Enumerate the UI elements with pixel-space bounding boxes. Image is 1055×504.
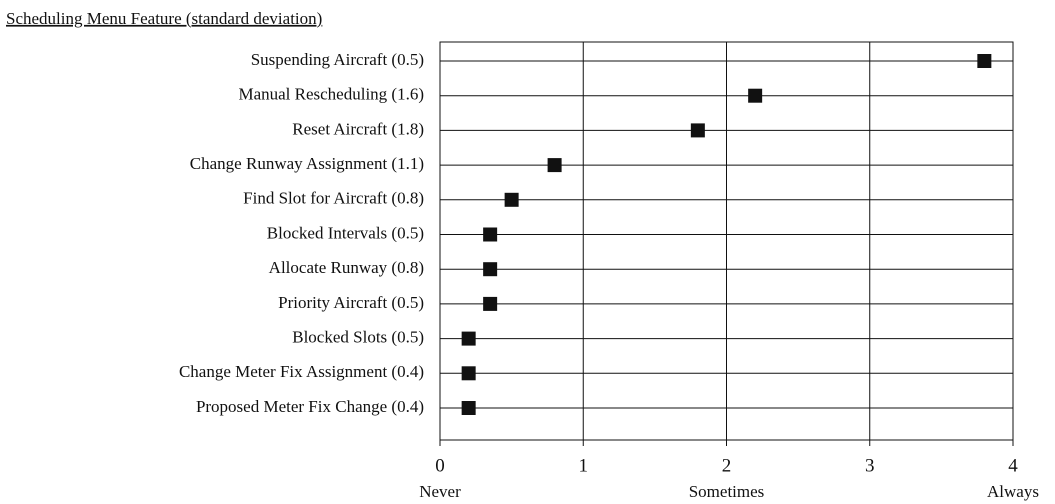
x-anchor-label: Never bbox=[419, 482, 461, 501]
chart-title: Scheduling Menu Feature (standard deviat… bbox=[6, 9, 322, 28]
marker bbox=[504, 192, 519, 207]
y-tick-label: Allocate Runway (0.8) bbox=[269, 258, 424, 277]
y-tick-label: Change Runway Assignment (1.1) bbox=[190, 154, 424, 173]
y-tick-label: Find Slot for Aircraft (0.8) bbox=[243, 189, 424, 208]
marker bbox=[461, 401, 476, 415]
marker bbox=[461, 331, 476, 346]
x-tick-label: 0 bbox=[435, 455, 445, 476]
marker bbox=[483, 296, 498, 311]
marker bbox=[748, 88, 763, 103]
y-tick-label: Reset Aircraft (1.8) bbox=[292, 119, 424, 138]
y-tick-label: Manual Rescheduling (1.6) bbox=[238, 85, 424, 104]
y-tick-label: Blocked Slots (0.5) bbox=[292, 328, 424, 347]
y-tick-label: Proposed Meter Fix Change (0.4) bbox=[196, 397, 424, 416]
marker bbox=[977, 54, 992, 68]
y-tick-label: Suspending Aircraft (0.5) bbox=[251, 50, 424, 69]
y-tick-label: Change Meter Fix Assignment (0.4) bbox=[179, 362, 424, 381]
marker bbox=[483, 262, 498, 277]
x-tick-label: 2 bbox=[722, 455, 732, 476]
marker bbox=[690, 123, 705, 138]
x-anchor-label: Sometimes bbox=[689, 482, 765, 501]
marker bbox=[547, 158, 562, 173]
marker bbox=[483, 227, 498, 242]
marker bbox=[461, 366, 476, 381]
x-tick-label: 3 bbox=[865, 455, 875, 476]
x-tick-label: 1 bbox=[579, 455, 589, 476]
y-tick-label: Blocked Intervals (0.5) bbox=[267, 223, 424, 242]
y-tick-label: Priority Aircraft (0.5) bbox=[278, 293, 424, 312]
x-anchor-label: Always bbox=[987, 482, 1039, 501]
x-tick-label: 4 bbox=[1008, 455, 1018, 476]
